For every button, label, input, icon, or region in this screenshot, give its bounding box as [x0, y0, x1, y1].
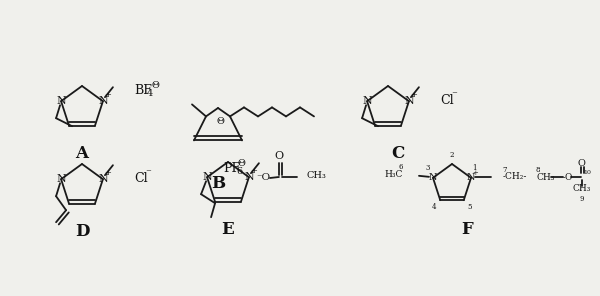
Text: ⁻O: ⁻O [256, 173, 270, 181]
Text: 7: 7 [503, 166, 507, 174]
Text: 8: 8 [536, 166, 540, 174]
Text: N: N [429, 173, 437, 182]
Text: +: + [104, 91, 112, 99]
Text: N: N [98, 96, 108, 106]
Text: N: N [98, 174, 108, 184]
Text: +: + [104, 169, 112, 177]
Text: H₃C: H₃C [385, 170, 403, 179]
Text: 6: 6 [236, 168, 242, 176]
Text: N: N [202, 172, 212, 182]
Text: 2: 2 [450, 151, 454, 159]
Text: +: + [472, 169, 478, 177]
Text: 9: 9 [580, 195, 584, 203]
Text: ⁻: ⁻ [145, 168, 151, 178]
Text: N: N [467, 173, 475, 182]
Text: 4: 4 [147, 89, 153, 99]
Text: O: O [274, 151, 283, 161]
Text: CH₃: CH₃ [573, 184, 591, 193]
Text: +: + [250, 167, 257, 175]
Text: D: D [75, 223, 89, 239]
Text: CH₃: CH₃ [536, 173, 554, 182]
Text: N: N [362, 96, 372, 106]
Text: N: N [404, 96, 414, 106]
Text: Θ: Θ [237, 160, 245, 168]
Text: Θ: Θ [216, 117, 224, 126]
Text: CH₃: CH₃ [307, 171, 327, 181]
Text: ⁻: ⁻ [451, 90, 457, 100]
Text: Cl: Cl [134, 171, 148, 184]
Text: 5: 5 [467, 203, 472, 211]
Text: N: N [56, 96, 66, 106]
Text: 1: 1 [472, 164, 476, 172]
Text: BF: BF [134, 83, 152, 96]
Text: PF: PF [223, 162, 240, 175]
Text: +: + [410, 91, 418, 99]
Text: N: N [244, 172, 254, 182]
Text: C: C [391, 144, 404, 162]
Text: F: F [461, 221, 473, 237]
Text: 4: 4 [432, 203, 436, 211]
Text: -O: -O [563, 173, 574, 182]
Text: Cl: Cl [440, 94, 454, 107]
Text: A: A [76, 144, 89, 162]
Text: 10: 10 [583, 170, 591, 175]
Text: O: O [577, 159, 585, 168]
Text: N: N [56, 174, 66, 184]
Text: 6: 6 [399, 163, 403, 171]
Text: B: B [211, 176, 225, 192]
Text: Θ: Θ [152, 81, 160, 91]
Text: E: E [221, 221, 235, 237]
Text: -CH₂-: -CH₂- [503, 172, 527, 181]
Text: 3: 3 [426, 164, 430, 172]
